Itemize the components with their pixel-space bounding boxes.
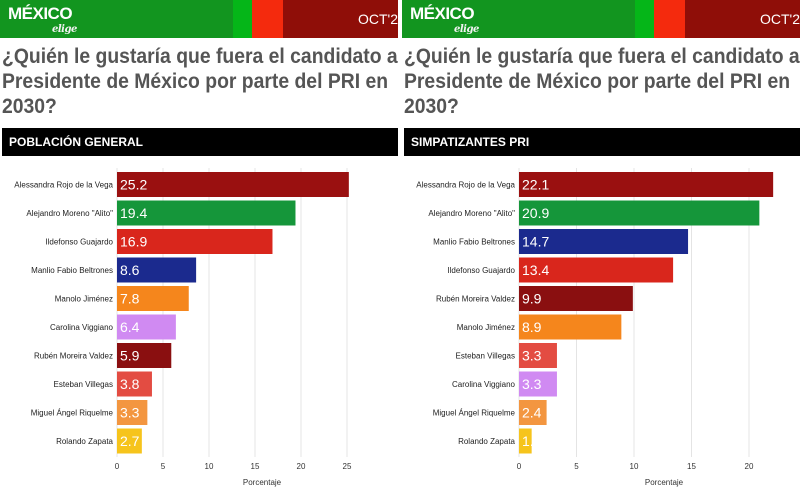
data-label: 3.3	[522, 376, 542, 392]
category-label: Rolando Zapata	[458, 437, 515, 446]
category-label: Ildefonso Guajardo	[45, 238, 113, 247]
data-label: 8.9	[522, 319, 542, 335]
logo-text: MÉXICO	[410, 4, 475, 23]
category-label: Manlio Fabio Beltrones	[433, 238, 515, 247]
bar	[117, 371, 152, 397]
header-banner	[0, 0, 398, 38]
data-label: 6.4	[120, 319, 140, 335]
logo-sub: elige	[52, 24, 77, 35]
date-label: OCT'2	[357, 11, 398, 27]
data-label: 25.2	[120, 177, 147, 193]
bar	[117, 257, 197, 283]
bar	[117, 200, 296, 226]
data-label: 8.6	[120, 262, 140, 278]
data-label: 3.3	[522, 348, 542, 364]
bar	[519, 257, 674, 283]
bar	[117, 400, 148, 425]
bar	[117, 172, 349, 197]
category-label: Alessandra Rojo de la Vega	[416, 181, 515, 190]
bar	[519, 343, 557, 368]
category-label: Esteban Villegas	[54, 380, 113, 389]
tick-label: 0	[115, 462, 120, 471]
category-label: Alejandro Moreno "Alito"	[428, 209, 515, 218]
data-label: 9.9	[522, 291, 542, 307]
category-label: Rubén Moreira Valdez	[436, 295, 515, 304]
data-label: 2.7	[120, 433, 140, 449]
section-title: POBLACIÓN GENERAL	[2, 128, 398, 156]
data-label: 14.7	[522, 234, 549, 250]
category-label: Carolina Viggiano	[50, 323, 114, 332]
data-label: 3.8	[120, 376, 140, 392]
logo-sub: elige	[454, 24, 479, 35]
logo-text: MÉXICO	[8, 4, 73, 23]
question-title: ¿Quién le gustaría que fuera el candidat…	[404, 44, 800, 118]
data-label: 3.3	[120, 405, 140, 421]
category-label: Carolina Viggiano	[452, 380, 516, 389]
tick-label: 10	[630, 462, 639, 471]
data-label: 19.4	[120, 205, 147, 221]
bar	[519, 314, 622, 340]
data-label: 16.9	[120, 234, 147, 250]
x-axis-label: Porcentaje	[243, 478, 282, 487]
category-label: Alessandra Rojo de la Vega	[14, 181, 113, 190]
tick-label: 15	[251, 462, 260, 471]
tick-label: 20	[745, 462, 754, 471]
bar	[519, 286, 633, 311]
tick-label: 5	[161, 462, 166, 471]
bar	[519, 200, 760, 226]
data-label: 2.4	[522, 405, 542, 421]
bar	[117, 229, 273, 254]
tick-label: 0	[517, 462, 522, 471]
tick-label: 5	[574, 462, 579, 471]
logo: MÉXICO elige	[410, 5, 500, 37]
bar	[117, 343, 172, 368]
data-label: 13.4	[522, 262, 549, 278]
data-label: 1.1	[522, 433, 542, 449]
bar	[519, 428, 532, 454]
category-label: Manlio Fabio Beltrones	[31, 266, 113, 275]
category-label: Alejandro Moreno "Alito"	[26, 209, 113, 218]
x-axis-label: Porcentaje	[645, 478, 684, 487]
tick-label: 15	[687, 462, 696, 471]
category-label: Rolando Zapata	[56, 437, 113, 446]
bar-chart: 0 5 10 15 20 25 Porcentaje Alessandra Rojo de l…	[14, 168, 352, 487]
category-label: Esteban Villegas	[456, 352, 515, 361]
tick-label: 10	[205, 462, 214, 471]
category-label: Rubén Moreira Valdez	[34, 352, 113, 361]
panel-simpatizantes-pri: MÉXICO elige OCT'2 ¿Quién le gustaría que…	[402, 0, 800, 495]
bar	[117, 286, 189, 311]
category-label: Miguel Ángel Riquelme	[433, 409, 516, 418]
bar-chart: 0 5 10 15 20 Porcentaje Alessandra Rojo de la …	[416, 168, 774, 487]
bar	[519, 400, 547, 425]
data-label: 5.9	[120, 348, 140, 364]
category-label: Miguel Ángel Riquelme	[31, 409, 114, 418]
question-title: ¿Quién le gustaría que fuera el candidat…	[2, 44, 398, 118]
data-label: 20.9	[522, 205, 549, 221]
category-label: Manolo Jiménez	[55, 295, 113, 304]
tick-label: 20	[297, 462, 306, 471]
bar	[117, 314, 176, 340]
category-label: Ildefonso Guajardo	[447, 266, 515, 275]
panel-poblacion-general: MÉXICO elige OCT'2 ¿Quién le gustaría que…	[0, 0, 398, 495]
category-label: Manolo Jiménez	[457, 323, 515, 332]
bar	[519, 229, 689, 254]
bar	[519, 371, 557, 397]
date-label: OCT'2	[759, 11, 800, 27]
section-title: SIMPATIZANTES PRI	[404, 128, 800, 156]
bar	[117, 428, 142, 454]
bar	[519, 172, 774, 197]
logo: MÉXICO elige	[8, 5, 98, 37]
data-label: 22.1	[522, 177, 549, 193]
tick-label: 25	[343, 462, 352, 471]
header-banner	[402, 0, 800, 38]
data-label: 7.8	[120, 291, 140, 307]
